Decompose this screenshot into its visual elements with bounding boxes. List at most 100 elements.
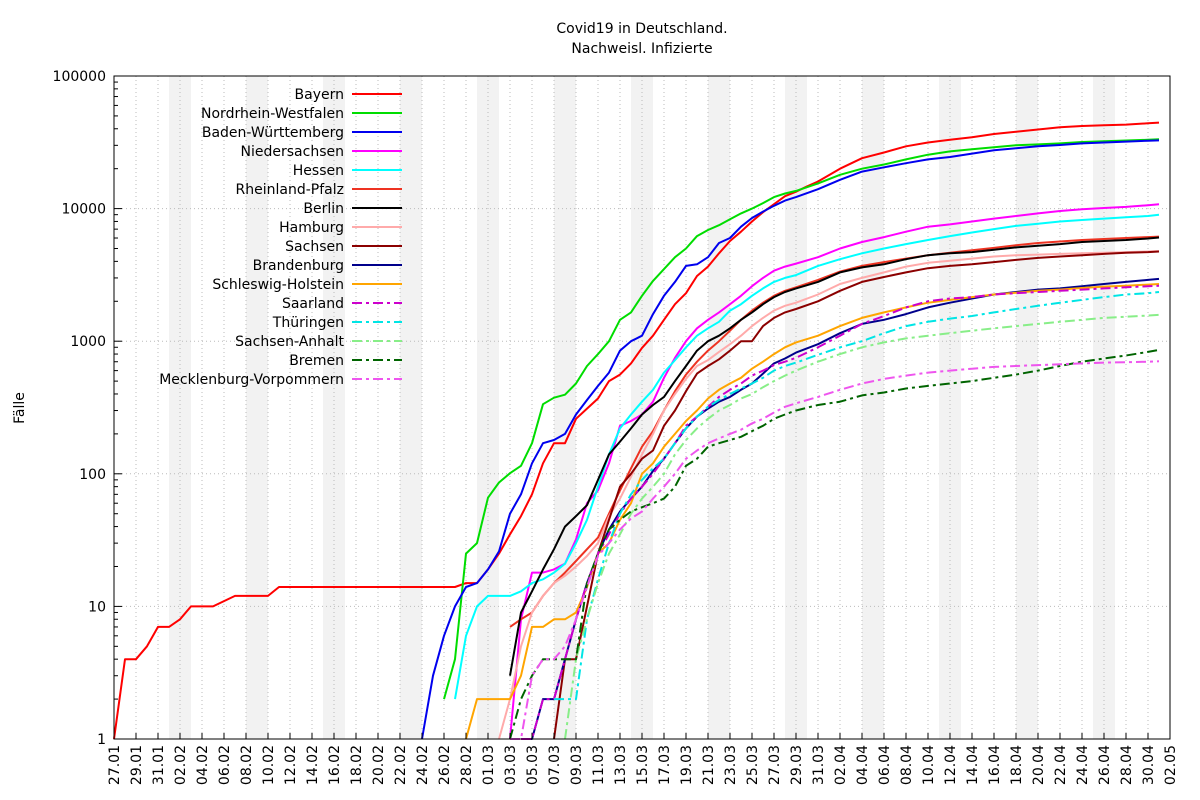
series-line-niedersachsen — [509, 203, 1160, 740]
x-tick-label: 24.04 — [1075, 745, 1091, 785]
legend-label: Bremen — [289, 353, 344, 369]
weekend-band — [477, 76, 499, 739]
series-line-th-ringen — [554, 291, 1160, 701]
chart-title: Covid19 in Deutschland. — [556, 21, 727, 37]
x-tick-label: 18.04 — [1009, 745, 1025, 785]
legend-label: Berlin — [303, 201, 344, 217]
weekend-band — [1093, 76, 1115, 739]
legend-label: Niedersachsen — [241, 144, 344, 160]
series-line-sachsen — [553, 250, 1160, 740]
x-tick-label: 02.04 — [833, 745, 849, 785]
legend-label: Thüringen — [272, 315, 344, 331]
x-tick-label: 28.04 — [1119, 745, 1135, 785]
series-line-mecklenburg-vorpommern — [510, 360, 1160, 740]
x-tick-label: 04.02 — [195, 745, 211, 785]
x-tick-label: 02.05 — [1163, 745, 1179, 785]
x-tick-label: 02.02 — [173, 745, 189, 785]
x-tick-label: 24.02 — [415, 745, 431, 785]
series-line-baden-w-rttemberg — [421, 139, 1160, 740]
x-tick-label: 23.03 — [723, 745, 739, 785]
x-tick-label: 05.03 — [525, 745, 541, 785]
series-line-berlin — [509, 236, 1160, 676]
weekend-band — [323, 76, 345, 739]
x-tick-label: 08.04 — [899, 745, 915, 785]
series-line-saarland — [521, 284, 1160, 740]
weekend-band — [939, 76, 961, 739]
x-tick-label: 29.01 — [129, 745, 145, 785]
y-tick-label: 1 — [97, 732, 106, 748]
weekend-band — [169, 76, 191, 739]
weekend-band — [631, 76, 653, 739]
legend-label: Nordrhein-Westfalen — [201, 106, 344, 122]
x-tick-label: 31.01 — [151, 745, 167, 785]
x-tick-label: 27.03 — [767, 745, 783, 785]
legend: Bayern Nordrhein-Westfalen Baden-Württembe… — [159, 87, 402, 388]
legend-label: Brandenburg — [253, 258, 344, 274]
legend-label: Hessen — [293, 163, 344, 179]
weekend-bands — [169, 76, 1115, 739]
x-axis: 27.01 29.01 31.01 02.02 04.02 06.02 08.02 10.02… — [107, 733, 1179, 785]
weekend-band — [862, 76, 884, 739]
legend-label: Schleswig-Holstein — [212, 277, 344, 293]
legend-label: Sachsen — [285, 239, 344, 255]
weekend-band — [400, 76, 422, 739]
x-tick-label: 09.03 — [569, 745, 585, 785]
x-tick-label: 25.03 — [745, 745, 761, 785]
x-tick-label: 12.04 — [943, 745, 959, 785]
x-tick-label: 07.03 — [547, 745, 563, 785]
weekend-band — [1016, 76, 1038, 739]
x-tick-label: 16.02 — [327, 745, 343, 785]
plot-lines — [113, 121, 1160, 740]
weekend-band — [785, 76, 807, 739]
x-tick-label: 01.03 — [481, 745, 497, 785]
x-tick-label: 27.01 — [107, 745, 123, 785]
x-tick-label: 21.03 — [701, 745, 717, 785]
x-tick-label: 18.02 — [349, 745, 365, 785]
x-tick-label: 03.03 — [503, 745, 519, 785]
x-tick-label: 26.02 — [437, 745, 453, 785]
series-line-bremen — [509, 348, 1160, 740]
x-tick-label: 10.04 — [921, 745, 937, 785]
legend-label: Saarland — [282, 296, 344, 312]
y-tick-label: 10 — [88, 599, 106, 615]
x-tick-label: 06.02 — [217, 745, 233, 785]
legend-label: Hamburg — [279, 220, 344, 236]
x-tick-label: 26.04 — [1097, 745, 1113, 785]
x-tick-label: 22.04 — [1053, 745, 1069, 785]
x-tick-label: 12.02 — [283, 745, 299, 785]
legend-label: Baden-Württemberg — [202, 125, 344, 141]
x-tick-label: 14.04 — [965, 745, 981, 785]
x-tick-label: 31.03 — [811, 745, 827, 785]
x-tick-label: 16.04 — [987, 745, 1003, 785]
x-tick-label: 04.04 — [855, 745, 871, 785]
x-tick-label: 08.02 — [239, 745, 255, 785]
x-tick-label: 19.03 — [679, 745, 695, 785]
x-tick-label: 17.03 — [657, 745, 673, 785]
series-line-nordrhein-westfalen — [443, 138, 1160, 700]
x-tick-label: 20.04 — [1031, 745, 1047, 785]
y-tick-label: 1000 — [70, 334, 106, 350]
y-axis-label: Fälle — [12, 392, 28, 424]
y-tick-label: 10000 — [61, 202, 106, 218]
legend-label: Rheinland-Pfalz — [236, 182, 344, 198]
x-tick-label: 11.03 — [591, 745, 607, 785]
x-tick-label: 14.02 — [305, 745, 321, 785]
x-tick-label: 28.02 — [459, 745, 475, 785]
x-tick-label: 10.02 — [261, 745, 277, 785]
y-tick-label: 100 — [79, 467, 106, 483]
series-line-bayern — [113, 121, 1160, 740]
x-tick-label: 06.04 — [877, 745, 893, 785]
legend-label: Bayern — [295, 87, 344, 103]
weekend-band — [708, 76, 730, 739]
x-tick-label: 22.02 — [393, 745, 409, 785]
series-line-hamburg — [498, 250, 1160, 740]
x-tick-label: 15.03 — [635, 745, 651, 785]
y-axis: 1 10 100 1000 10000 100000 — [53, 69, 122, 748]
weekend-band — [554, 76, 576, 739]
series-line-hessen — [454, 213, 1160, 700]
y-tick-label: 100000 — [53, 69, 106, 85]
weekend-band — [246, 76, 268, 739]
legend-label: Mecklenburg-Vorpommern — [159, 372, 344, 388]
legend-label: Sachsen-Anhalt — [235, 334, 344, 350]
